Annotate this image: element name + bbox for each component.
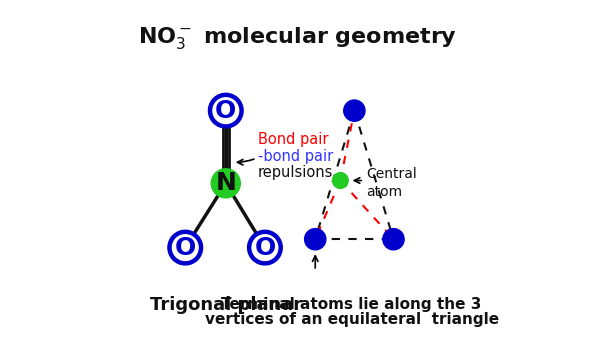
Circle shape [333,173,348,188]
Text: Bond pair: Bond pair [258,132,328,147]
Circle shape [247,230,283,265]
Text: N: N [215,171,236,195]
Text: -bond pair: -bond pair [258,149,333,164]
Circle shape [209,93,243,128]
Text: NO$_3^-$ molecular geometry: NO$_3^-$ molecular geometry [138,25,458,52]
Circle shape [211,169,240,198]
Text: repulsions: repulsions [258,165,333,180]
Text: O: O [175,236,196,260]
Circle shape [172,235,198,261]
Text: vertices of an equilateral  triangle: vertices of an equilateral triangle [204,312,499,327]
Circle shape [168,230,203,265]
Text: O: O [254,236,275,260]
Text: O: O [215,99,237,123]
Circle shape [344,100,365,121]
Text: Terminal atoms lie along the 3: Terminal atoms lie along the 3 [221,297,482,311]
Circle shape [305,229,326,250]
Circle shape [383,229,404,250]
Circle shape [252,235,278,261]
Circle shape [213,98,238,123]
Text: atom: atom [366,185,402,199]
Text: Trigonal planar: Trigonal planar [150,296,302,314]
Text: Central: Central [366,167,417,180]
